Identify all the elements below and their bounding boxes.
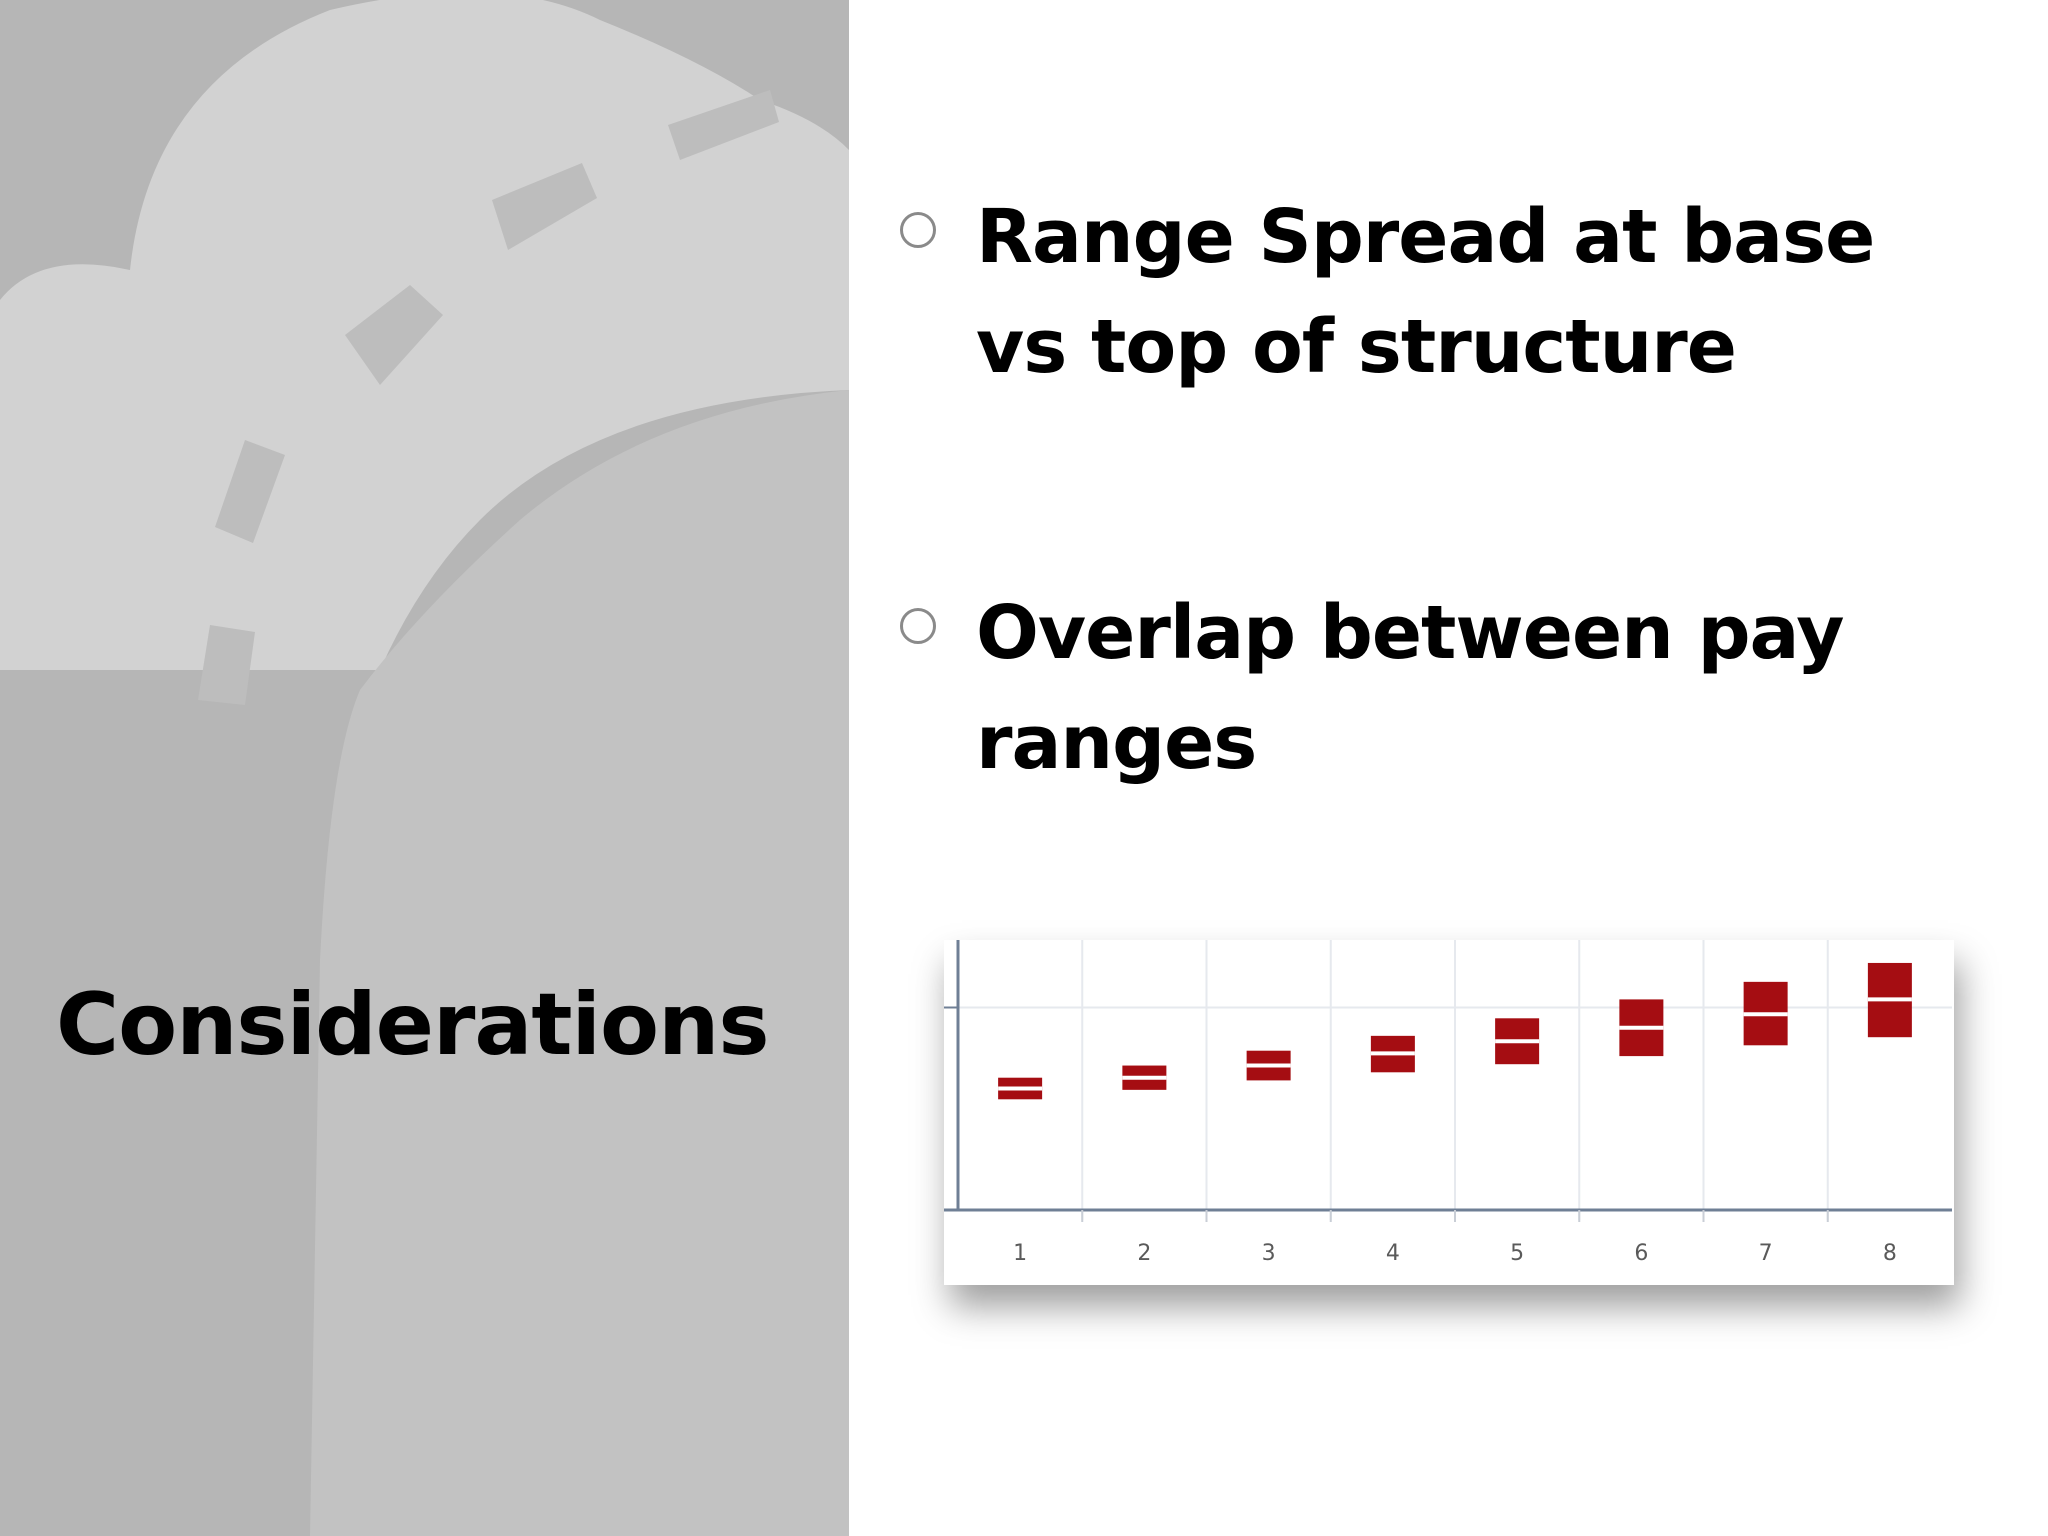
chart-ranges bbox=[998, 962, 1912, 1100]
bullet-text: Range Spread at base vs top of structure bbox=[976, 194, 1875, 390]
pay-range-chart-svg: 1 2 3 4 5 6 7 8 bbox=[944, 940, 1952, 1266]
x-tick-label: 2 bbox=[1137, 1241, 1151, 1266]
x-tick-labels: 1 2 3 4 5 6 7 8 bbox=[1013, 1241, 1897, 1266]
x-tick-label: 6 bbox=[1634, 1241, 1648, 1266]
x-tick-label: 1 bbox=[1013, 1241, 1027, 1266]
circle-bullet-icon bbox=[900, 212, 936, 248]
x-tick-label: 8 bbox=[1883, 1241, 1897, 1266]
pay-range-chart: 1 2 3 4 5 6 7 8 bbox=[944, 940, 1954, 1285]
x-tick-label: 7 bbox=[1759, 1241, 1773, 1266]
chart-axes bbox=[944, 940, 1952, 1222]
left-decorative-panel: Considerations bbox=[0, 0, 849, 1536]
bullet-text: Overlap between pay ranges bbox=[976, 590, 1844, 786]
slide-title: Considerations bbox=[56, 975, 770, 1075]
x-tick-label: 3 bbox=[1262, 1241, 1276, 1266]
x-tick-label: 4 bbox=[1386, 1241, 1400, 1266]
x-tick-label: 5 bbox=[1510, 1241, 1524, 1266]
circle-bullet-icon bbox=[900, 608, 936, 644]
road-illustration bbox=[0, 0, 849, 1536]
chart-grid bbox=[944, 940, 1952, 1220]
